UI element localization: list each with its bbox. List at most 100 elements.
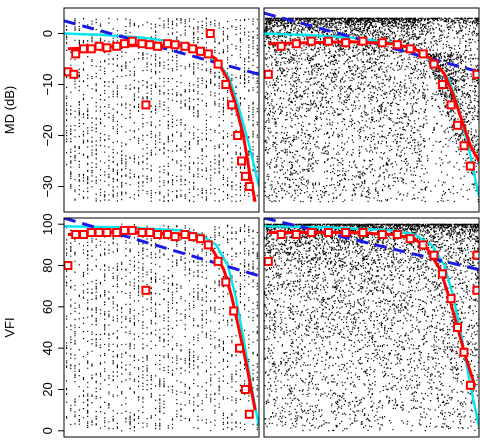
red-square-marker [127, 36, 137, 46]
red-square-marker [341, 228, 351, 237]
red-square-marker [405, 234, 415, 244]
red-fit-line-top-right [268, 40, 479, 162]
red-square-marker [221, 80, 231, 89]
red-square-marker [235, 343, 244, 353]
red-square-marker [170, 232, 180, 242]
red-square-marker [71, 49, 81, 59]
red-square-marker [188, 232, 198, 242]
point-cloud-bottom-right [264, 223, 479, 432]
y-tick-label: −30 [40, 175, 55, 197]
red-square-marker [79, 44, 88, 54]
red-square-marker [196, 234, 205, 244]
red-square-marker [264, 256, 273, 266]
red-square-marker [459, 141, 469, 151]
red-square-marker [237, 156, 246, 166]
red-square-marker [127, 225, 137, 235]
red-square-marker [472, 250, 479, 260]
red-square-marker [429, 250, 439, 260]
cyan-curve-top-left [64, 32, 259, 187]
y-tick-label: 60 [40, 300, 55, 314]
red-square-marker [306, 228, 316, 237]
frames-layer [63, 7, 480, 438]
red-square-marker [170, 40, 180, 50]
red-square-marker [306, 36, 316, 46]
red-square-marker [112, 41, 122, 51]
red-square-marker [264, 69, 273, 79]
red-square-marker [276, 41, 286, 51]
red-square-marker [213, 59, 223, 69]
red-square-marker [102, 228, 112, 237]
red-square-marker [291, 39, 301, 49]
red-square-marker [358, 36, 368, 46]
panel-frame-bottom-left [63, 217, 260, 438]
red-square-marker [392, 40, 402, 50]
red-square-marker [459, 347, 469, 357]
point-cloud-path-bottom-left [66, 223, 258, 432]
markers-layer [64, 29, 479, 419]
point-cloud-top-left [66, 17, 258, 203]
red-markers-top-right [264, 36, 479, 171]
red-square-marker [94, 228, 104, 237]
red-square-marker [69, 69, 79, 79]
red-square-marker [429, 59, 439, 69]
red-square-marker [86, 228, 96, 237]
red-square-marker [227, 100, 237, 110]
red-square-marker [341, 38, 351, 48]
red-fit-line-bottom-right [268, 231, 477, 386]
red-square-marker [120, 225, 129, 235]
point-cloud-path-top-left [66, 17, 258, 203]
y-tick-label: 20 [40, 382, 55, 396]
red-square-marker [188, 44, 198, 54]
red-square-marker [244, 182, 254, 191]
red-square-marker [446, 294, 456, 304]
red-square-marker [120, 39, 129, 49]
red-square-marker [71, 230, 81, 239]
point-cloud-path-bottom-right [264, 223, 479, 432]
red-square-marker [229, 306, 239, 316]
red-markers-bottom-right [264, 228, 479, 390]
red-markers-top-left [64, 29, 254, 191]
red-square-marker [453, 120, 462, 130]
red-square-marker [465, 380, 475, 390]
scatter-layer [66, 17, 479, 432]
red-square-marker [180, 41, 190, 51]
red-square-marker [377, 38, 387, 48]
y-tick-label: −10 [40, 73, 55, 95]
y-axis-title: VFI [2, 317, 17, 337]
panel-frame-top-left [63, 7, 260, 213]
red-square-marker [324, 36, 333, 46]
red-square-marker [141, 100, 151, 110]
blue-dashed-line-bottom-left [64, 218, 259, 278]
red-square-marker [205, 29, 215, 38]
red-square-marker [465, 161, 475, 171]
red-square-marker [112, 228, 122, 237]
red-square-marker [291, 230, 301, 239]
axes-layer: 0 −10 −20 −30 MD (dB) 0 20 40 60 80 100 VFI [2, 30, 64, 434]
curves-bottom-left [64, 218, 259, 427]
red-square-marker [86, 44, 96, 54]
red-square-marker [94, 41, 104, 51]
red-square-marker [453, 323, 462, 332]
red-square-marker [196, 46, 205, 56]
red-markers-bottom-left [64, 225, 254, 419]
red-square-marker [153, 230, 163, 239]
red-square-marker [240, 171, 250, 181]
panel-frame-top-right [263, 7, 480, 213]
red-square-marker [203, 49, 213, 59]
red-square-marker [102, 43, 112, 53]
red-square-marker [358, 228, 368, 237]
red-square-marker [145, 228, 155, 237]
red-square-marker [418, 49, 428, 59]
red-square-marker [162, 39, 172, 49]
y-tick-label: 40 [40, 341, 55, 355]
red-square-marker [377, 230, 387, 239]
red-square-marker [276, 230, 286, 239]
red-square-marker [418, 240, 428, 250]
point-cloud-bottom-left [66, 223, 258, 432]
red-square-marker [240, 385, 250, 394]
red-square-marker [233, 131, 243, 140]
red-square-marker [64, 261, 73, 270]
red-square-marker [145, 40, 155, 50]
red-square-marker [446, 100, 456, 110]
y-tick-label: −20 [40, 124, 55, 146]
